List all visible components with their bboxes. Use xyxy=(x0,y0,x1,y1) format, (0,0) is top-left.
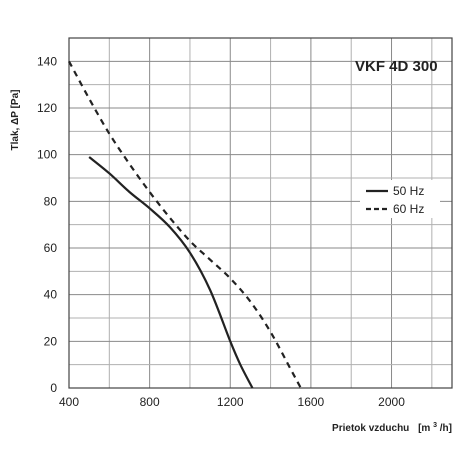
legend: 50 Hz 60 Hz xyxy=(360,180,440,218)
y-tick-label: 60 xyxy=(44,241,58,255)
x-axis-title-unit-close: /h] xyxy=(440,423,452,434)
y-tick-label: 140 xyxy=(37,54,57,68)
plot-frame xyxy=(68,37,453,389)
y-axis-title: Tlak, ΔP [Pa] xyxy=(10,90,21,151)
x-tick-label: 1600 xyxy=(298,395,325,409)
x-axis-title-unit-sup: 3 xyxy=(433,422,437,429)
x-axis-title-text: Prietok vzduchu xyxy=(332,423,409,434)
legend-label: 60 Hz xyxy=(393,202,424,216)
x-tick-label: 800 xyxy=(140,395,160,409)
x-tick-label: 400 xyxy=(59,395,79,409)
series-line-50-hz xyxy=(88,156,254,389)
y-tick-label: 20 xyxy=(44,334,58,348)
x-tick-label: 2000 xyxy=(378,395,405,409)
legend-label: 50 Hz xyxy=(393,184,424,198)
series-line-60-hz xyxy=(68,60,302,389)
series-lines xyxy=(68,60,302,389)
legend-background xyxy=(360,180,440,218)
x-axis-title-unit-open: [m xyxy=(418,423,430,434)
y-tick-label: 40 xyxy=(44,288,58,302)
x-axis-title: Prietok vzduchu [m 3 /h] xyxy=(332,419,452,434)
y-tick-label: 120 xyxy=(37,101,57,115)
y-tick-label: 0 xyxy=(50,381,57,395)
y-tick-label: 100 xyxy=(37,148,57,162)
chart-title: VKF 4D 300 xyxy=(355,58,438,75)
y-tick-label: 80 xyxy=(44,194,58,208)
tick-labels: 400 800 1200 1600 2000 0 20 40 60 80 100 120 140 xyxy=(37,54,405,409)
x-tick-label: 1200 xyxy=(217,395,244,409)
